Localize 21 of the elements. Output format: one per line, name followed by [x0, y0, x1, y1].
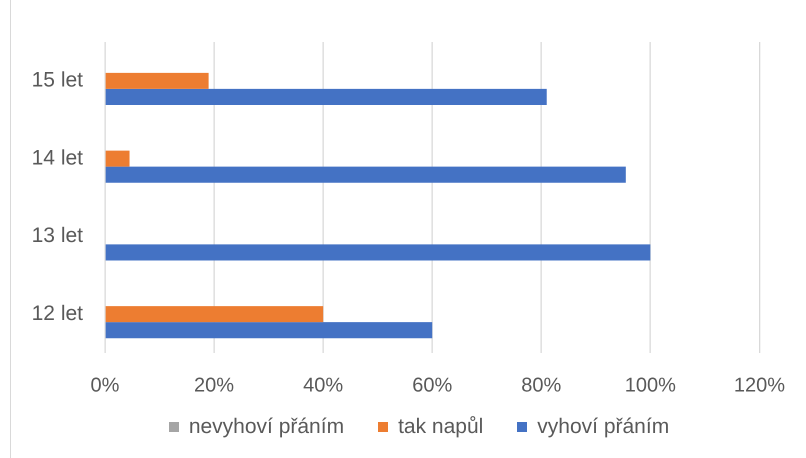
bar [106, 150, 130, 167]
bar [106, 72, 209, 89]
legend-label: tak napůl [398, 415, 484, 439]
x-tick-label: 60% [412, 374, 452, 397]
bar [106, 166, 626, 183]
y-tick-label: 14 let [32, 146, 84, 170]
bar [106, 244, 650, 260]
legend-label: nevyhoví přáním [188, 415, 344, 439]
x-tick-label: 120% [734, 374, 786, 397]
x-tick-label: 20% [194, 374, 234, 397]
y-tick-label: 15 let [32, 68, 84, 92]
legend-label: vyhoví přáním [537, 415, 670, 439]
bar [106, 88, 547, 105]
x-tick-label: 0% [90, 374, 120, 397]
bar [106, 306, 324, 322]
y-tick-label: 12 let [32, 302, 84, 325]
bar [106, 322, 432, 338]
y-tick-label: 13 let [32, 224, 84, 248]
x-tick-label: 80% [521, 374, 562, 397]
x-tick-label: 40% [303, 374, 344, 397]
x-tick-label: 100% [624, 374, 676, 397]
